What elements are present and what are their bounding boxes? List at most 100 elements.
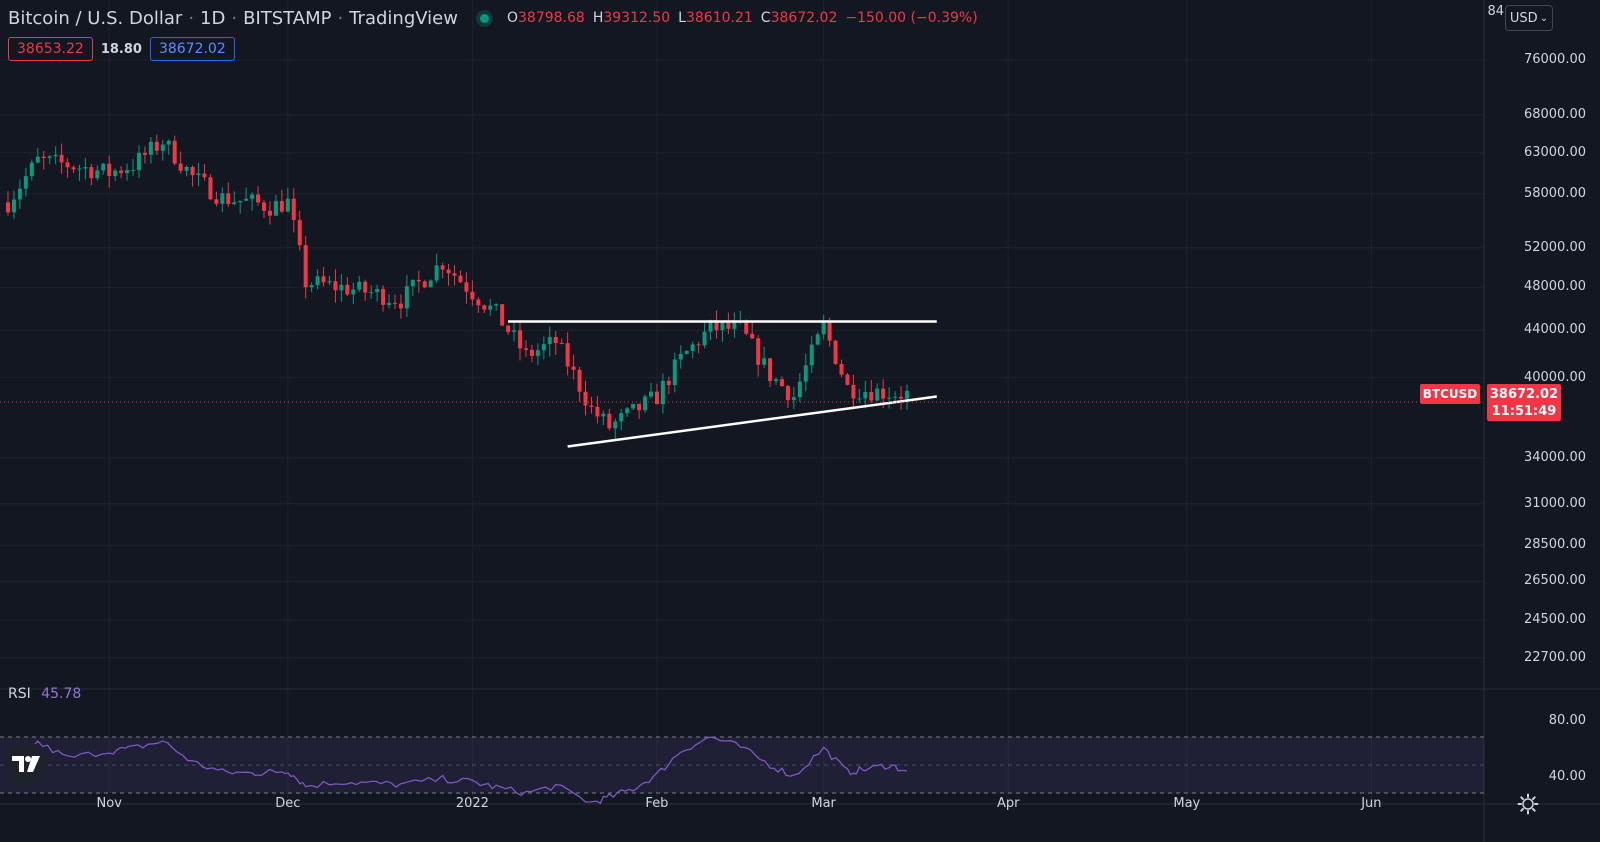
candle-body bbox=[458, 275, 463, 283]
candle-body bbox=[774, 379, 779, 382]
candle-body bbox=[839, 363, 844, 375]
high-label: H bbox=[592, 10, 604, 26]
bar-countdown: 11:51:49 bbox=[1491, 403, 1557, 419]
candle-body bbox=[369, 292, 374, 294]
candle-body bbox=[89, 167, 94, 179]
candle-body bbox=[220, 193, 225, 204]
candle-body bbox=[648, 391, 653, 397]
candle-body bbox=[851, 384, 856, 399]
price-tick: 63000.00 bbox=[1523, 144, 1586, 160]
candle-body bbox=[166, 140, 171, 145]
source-label: TradingView bbox=[349, 7, 458, 29]
time-tick: Jun bbox=[1361, 796, 1382, 811]
time-tick: Apr bbox=[996, 796, 1020, 811]
candle-body bbox=[392, 302, 397, 304]
candle-body bbox=[577, 369, 582, 392]
candle-body bbox=[351, 289, 356, 295]
candle-body bbox=[303, 245, 308, 288]
interval-label[interactable]: 1D bbox=[200, 7, 226, 29]
candle-body bbox=[631, 403, 636, 409]
candle-body bbox=[512, 330, 517, 332]
candle-body bbox=[732, 321, 737, 329]
symbol-name[interactable]: Bitcoin / U.S. Dollar bbox=[8, 7, 183, 29]
candle-body bbox=[6, 202, 10, 213]
currency-selector[interactable]: USD ⌄ bbox=[1505, 5, 1553, 31]
candle-body bbox=[714, 320, 719, 331]
settings-gear-icon[interactable] bbox=[1517, 793, 1539, 815]
candle-body bbox=[250, 194, 255, 199]
low-label: L bbox=[678, 10, 686, 26]
candle-body bbox=[154, 141, 159, 151]
candle-body bbox=[696, 344, 701, 346]
candle-body bbox=[256, 194, 261, 203]
candle-body bbox=[440, 265, 445, 270]
symbol-header: Bitcoin / U.S. Dollar · 1D · BITSTAMP · … bbox=[8, 7, 978, 29]
candle-body bbox=[613, 421, 618, 429]
candle-body bbox=[833, 340, 838, 364]
close-label: C bbox=[760, 10, 771, 26]
price-tick: 52000.00 bbox=[1523, 239, 1586, 255]
candle-body bbox=[381, 288, 386, 305]
candle-body bbox=[625, 408, 630, 414]
time-tick: Nov bbox=[96, 796, 122, 811]
candle-body bbox=[262, 202, 267, 211]
open-label: O bbox=[506, 10, 518, 26]
candle-body bbox=[571, 366, 576, 370]
rsi-value: 45.78 bbox=[41, 686, 82, 702]
candle-body bbox=[309, 285, 314, 288]
candle-body bbox=[47, 156, 52, 158]
candle-body bbox=[464, 282, 469, 292]
tradingview-logo-icon[interactable] bbox=[4, 742, 48, 786]
candle-body bbox=[160, 144, 165, 151]
candle-body bbox=[452, 273, 457, 276]
ohlc-values: O38798.68 H39312.50 L38610.21 C38672.02 … bbox=[507, 10, 978, 26]
candle-body bbox=[148, 141, 153, 155]
rsi-tick-40: 40.00 bbox=[1548, 769, 1586, 784]
candle-body bbox=[214, 199, 219, 204]
candle-body bbox=[768, 358, 773, 382]
candle-body bbox=[750, 333, 755, 339]
candle-body bbox=[35, 156, 40, 163]
chevron-down-icon: ⌄ bbox=[1539, 12, 1549, 24]
candle-body bbox=[654, 391, 659, 405]
candle-body bbox=[500, 304, 505, 326]
price-tick: 48000.00 bbox=[1523, 279, 1586, 295]
candle-body bbox=[428, 280, 433, 288]
candle-body bbox=[690, 344, 695, 352]
price-tick: 40000.00 bbox=[1523, 369, 1586, 385]
market-status-icon[interactable] bbox=[479, 13, 489, 23]
sell-button[interactable]: 38653.22 bbox=[8, 37, 93, 61]
candle-body bbox=[476, 299, 481, 306]
candle-body bbox=[285, 198, 290, 212]
candle-body bbox=[434, 265, 439, 281]
time-tick: 2022 bbox=[455, 796, 489, 811]
candle-body bbox=[595, 406, 600, 417]
candle-body bbox=[863, 392, 868, 399]
chart-grid bbox=[0, 0, 1484, 804]
candle-body bbox=[756, 338, 761, 365]
candle-body bbox=[172, 140, 177, 164]
candle-body bbox=[267, 210, 272, 216]
candle-body bbox=[119, 170, 124, 174]
candle-body bbox=[857, 398, 862, 400]
price-tick: 44000.00 bbox=[1523, 322, 1586, 338]
candle-body bbox=[744, 321, 749, 334]
candle-body bbox=[553, 337, 558, 344]
candle-body bbox=[821, 322, 826, 335]
candle-body bbox=[17, 188, 22, 200]
candle-body bbox=[583, 391, 588, 406]
candle-body bbox=[666, 380, 671, 386]
candle-body bbox=[208, 177, 213, 200]
candle-body bbox=[125, 170, 130, 174]
candle-body bbox=[196, 173, 201, 176]
candle-body bbox=[446, 269, 451, 274]
candle-body bbox=[601, 413, 606, 417]
candle-body bbox=[178, 163, 183, 171]
buy-button[interactable]: 38672.02 bbox=[149, 37, 235, 61]
candle-body bbox=[190, 166, 195, 176]
rsi-legend[interactable]: RSI 45.78 bbox=[8, 686, 81, 702]
candle-body bbox=[494, 304, 499, 306]
price-tick-partial: 84 bbox=[1487, 4, 1504, 19]
candle-body bbox=[815, 334, 820, 345]
